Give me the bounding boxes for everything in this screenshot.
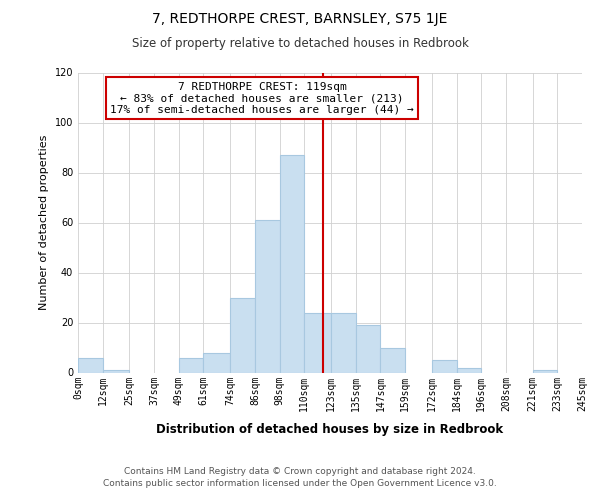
Text: Distribution of detached houses by size in Redbrook: Distribution of detached houses by size … (157, 422, 503, 436)
Text: Size of property relative to detached houses in Redbrook: Size of property relative to detached ho… (131, 38, 469, 51)
Bar (203, 352, 230, 372)
Bar (432, 360, 457, 372)
Bar (457, 368, 481, 372)
Bar (103, 370, 130, 372)
Bar (280, 155, 304, 372)
Bar (78, 358, 103, 372)
Bar (356, 325, 380, 372)
Text: 7, REDTHORPE CREST, BARNSLEY, S75 1JE: 7, REDTHORPE CREST, BARNSLEY, S75 1JE (152, 12, 448, 26)
Text: 7 REDTHORPE CREST: 119sqm
← 83% of detached houses are smaller (213)
17% of semi: 7 REDTHORPE CREST: 119sqm ← 83% of detac… (110, 82, 414, 114)
Bar (179, 358, 203, 372)
Bar (304, 312, 331, 372)
Bar (380, 348, 405, 372)
Bar (533, 370, 557, 372)
Bar (331, 312, 356, 372)
Text: Contains HM Land Registry data © Crown copyright and database right 2024.: Contains HM Land Registry data © Crown c… (124, 468, 476, 476)
Y-axis label: Number of detached properties: Number of detached properties (39, 135, 49, 310)
Bar (230, 298, 255, 372)
Text: Contains public sector information licensed under the Open Government Licence v3: Contains public sector information licen… (103, 479, 497, 488)
Bar (255, 220, 280, 372)
